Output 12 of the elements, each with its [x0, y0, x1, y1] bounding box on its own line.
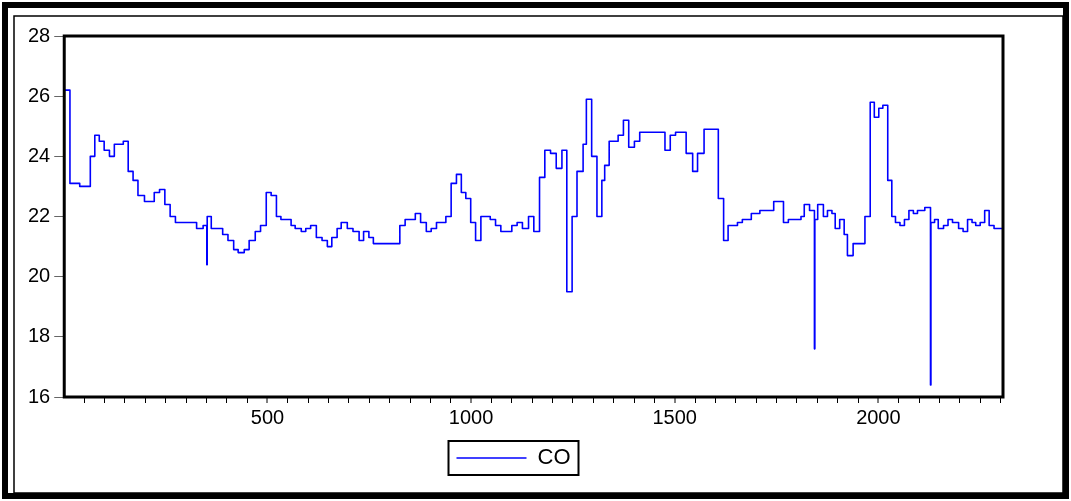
x-tick-label: 1000	[448, 405, 494, 428]
y-tick-label: 28	[28, 23, 51, 46]
x-tick-label: 2000	[856, 405, 901, 428]
y-tick-label: 26	[28, 83, 51, 106]
legend-label: CO	[537, 444, 571, 470]
x-tick-label: 500	[250, 405, 285, 428]
y-tick-label: 24	[28, 143, 51, 166]
y-tick-label: 20	[28, 264, 51, 287]
y-tick-label: 16	[28, 384, 51, 407]
y-tick-label: 22	[28, 204, 51, 227]
x-tick-label: 1500	[652, 405, 697, 428]
y-tick-label: 18	[28, 324, 51, 347]
